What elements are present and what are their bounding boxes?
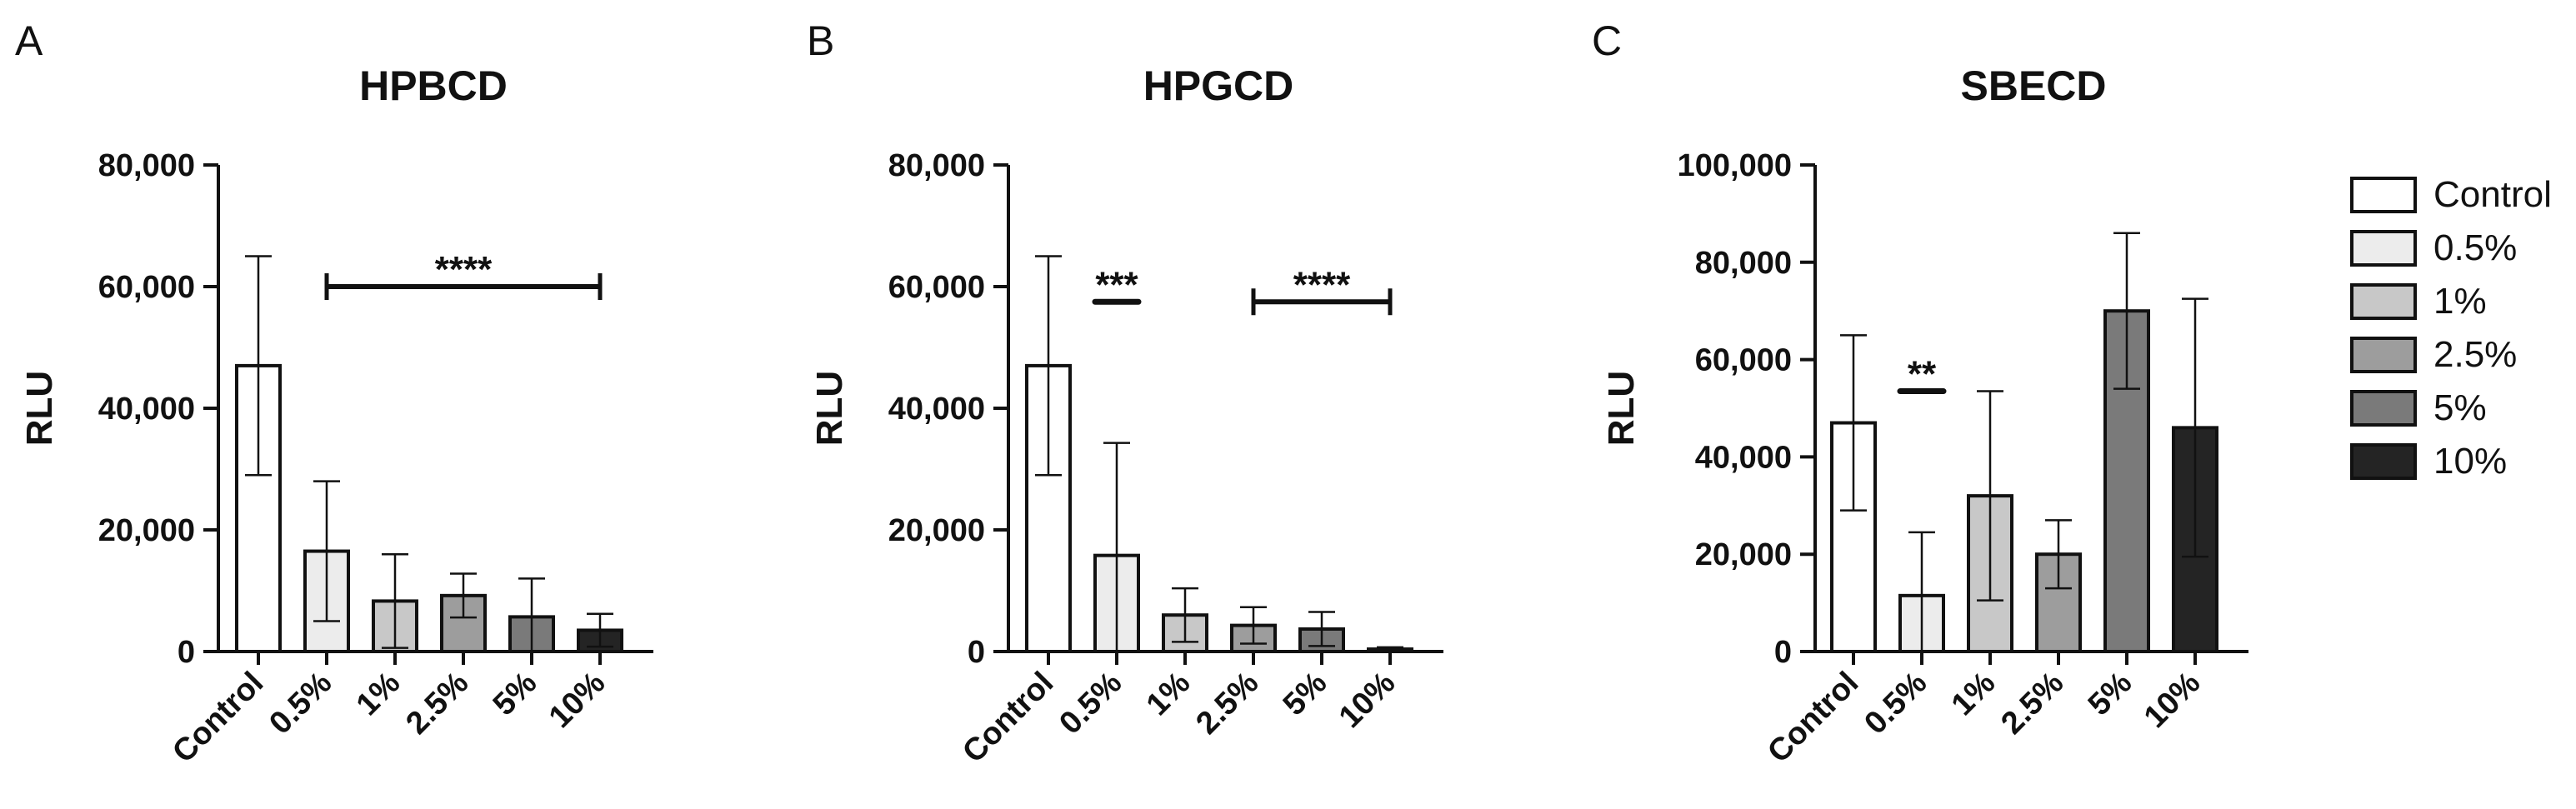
y-tick-label: 40,000 (1695, 440, 1792, 475)
x-tick-label: 1% (1140, 666, 1198, 723)
y-tick-label: 0 (968, 635, 985, 670)
legend-swatch (2350, 283, 2417, 320)
y-tick-label: 80,000 (98, 148, 195, 183)
chart-title: HPGCD (1143, 62, 1294, 109)
legend-swatch (2350, 390, 2417, 427)
x-tick-label: 0.5% (1053, 666, 1128, 742)
chart-panel-c: C SBECD 0 20,000 40,000 60,000 80,000 100,000 RL… (1592, 17, 2248, 770)
x-tick-label: Control (1761, 666, 1865, 770)
x-tick-label: Control (956, 666, 1060, 770)
legend-swatch (2350, 177, 2417, 213)
x-tick-label: 10% (543, 666, 612, 735)
legend-label: 2.5% (2433, 334, 2517, 375)
y-tick-label: 20,000 (98, 513, 195, 548)
chart-title: SBECD (1960, 62, 2106, 109)
y-tick-label: 80,000 (888, 148, 985, 183)
y-tick-label: 0 (178, 635, 195, 670)
chart-title: HPBCD (359, 62, 508, 109)
y-axis-label: RLU (1601, 371, 1642, 446)
y-tick-label: 80,000 (1695, 246, 1792, 281)
y-axis-label: RLU (19, 371, 60, 446)
legend-label: 0.5% (2433, 227, 2517, 268)
panel-letter: B (807, 17, 834, 64)
x-tick-label: 0.5% (263, 666, 338, 742)
x-tick-label: 10% (1333, 666, 1402, 735)
x-tick-label: 5% (1277, 666, 1334, 723)
y-tick-label: 0 (1774, 635, 1792, 670)
significance-label: *** (1095, 264, 1138, 305)
legend-label: Control (2433, 174, 2552, 215)
panel-letter: A (15, 17, 43, 64)
x-tick-label: 10% (2138, 666, 2207, 735)
y-tick-label: 20,000 (1695, 537, 1792, 572)
x-tick-label: 1% (1945, 666, 2003, 723)
y-tick-label: 60,000 (98, 270, 195, 305)
y-axis-label: RLU (809, 371, 850, 446)
chart-panel-b: B HPGCD 0 20,000 40,000 60,000 80,000 RLU Contro… (807, 17, 1443, 770)
y-tick-label: 20,000 (888, 513, 985, 548)
y-tick-label: 60,000 (888, 270, 985, 305)
significance-label: **** (1293, 264, 1351, 305)
x-tick-label: 5% (487, 666, 544, 723)
x-tick-label: 0.5% (1858, 666, 1933, 742)
x-tick-label: 2.5% (1189, 666, 1265, 742)
significance-label: **** (435, 249, 493, 290)
x-tick-label: 1% (350, 666, 408, 723)
x-tick-label: 5% (2082, 666, 2139, 723)
legend-swatch (2350, 443, 2417, 480)
significance-label: ** (1908, 354, 1937, 395)
y-tick-label: 40,000 (888, 392, 985, 427)
legend-label: 10% (2433, 441, 2507, 482)
y-tick-label: 40,000 (98, 392, 195, 427)
legend-swatch (2350, 230, 2417, 267)
y-tick-label: 100,000 (1678, 148, 1792, 183)
x-tick-label: 2.5% (1994, 666, 2070, 742)
x-tick-label: 2.5% (399, 666, 475, 742)
legend-label: 1% (2433, 281, 2487, 322)
legend-label: 5% (2433, 387, 2487, 428)
chart-panel-a: A HPBCD 0 20,000 40,000 60,000 80,000 RLU Contro… (15, 17, 653, 770)
x-tick-label: Control (166, 666, 270, 770)
y-tick-label: 60,000 (1695, 343, 1792, 378)
legend-swatch (2350, 337, 2417, 373)
legend: Control 0.5% 1% 2.5% 5% 10% (2350, 174, 2552, 482)
panel-letter: C (1592, 17, 1622, 64)
